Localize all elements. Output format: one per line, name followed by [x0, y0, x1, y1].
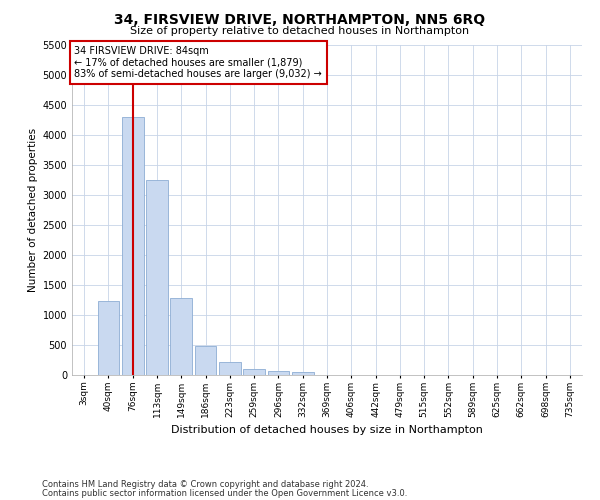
- Bar: [146, 180, 168, 375]
- Text: Contains public sector information licensed under the Open Government Licence v3: Contains public sector information licen…: [42, 489, 407, 498]
- Bar: [97, 301, 119, 375]
- Bar: [243, 369, 265, 375]
- Bar: [170, 298, 192, 375]
- Y-axis label: Number of detached properties: Number of detached properties: [28, 128, 38, 292]
- Text: Contains HM Land Registry data © Crown copyright and database right 2024.: Contains HM Land Registry data © Crown c…: [42, 480, 368, 489]
- Text: Size of property relative to detached houses in Northampton: Size of property relative to detached ho…: [130, 26, 470, 36]
- Bar: [122, 117, 143, 375]
- Bar: [219, 362, 241, 375]
- Text: 34 FIRSVIEW DRIVE: 84sqm
← 17% of detached houses are smaller (1,879)
83% of sem: 34 FIRSVIEW DRIVE: 84sqm ← 17% of detach…: [74, 46, 322, 80]
- Bar: [292, 372, 314, 375]
- Bar: [268, 371, 289, 375]
- Text: 34, FIRSVIEW DRIVE, NORTHAMPTON, NN5 6RQ: 34, FIRSVIEW DRIVE, NORTHAMPTON, NN5 6RQ: [115, 12, 485, 26]
- X-axis label: Distribution of detached houses by size in Northampton: Distribution of detached houses by size …: [171, 426, 483, 436]
- Bar: [194, 346, 217, 375]
